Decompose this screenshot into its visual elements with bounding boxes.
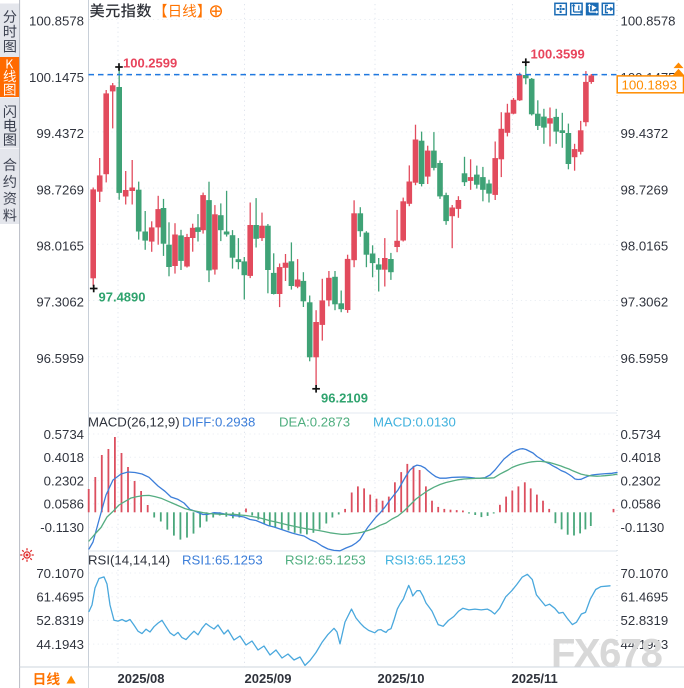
svg-text:98.7269: 98.7269 (36, 182, 84, 197)
svg-text:99.4372: 99.4372 (36, 126, 84, 141)
svg-text:52.8319: 52.8319 (36, 613, 84, 628)
svg-text:98.7269: 98.7269 (621, 182, 669, 197)
svg-text:-0.1130: -0.1130 (621, 520, 665, 535)
svg-text:97.3062: 97.3062 (36, 295, 84, 310)
svg-text:0.2302: 0.2302 (44, 473, 84, 488)
svg-text:96.5959: 96.5959 (621, 351, 669, 366)
svg-text:FX678: FX678 (551, 632, 663, 676)
svg-text:100.8578: 100.8578 (29, 14, 84, 29)
svg-text:52.8319: 52.8319 (621, 613, 669, 628)
svg-text:MACD(26,12,9): MACD(26,12,9) (88, 415, 180, 430)
svg-text:97.3062: 97.3062 (621, 295, 669, 310)
svg-text:MACD:0.0130: MACD:0.0130 (373, 415, 456, 430)
svg-text:70.1070: 70.1070 (621, 566, 669, 581)
svg-text:100.1475: 100.1475 (29, 70, 84, 85)
svg-text:RSI2:65.1253: RSI2:65.1253 (285, 553, 366, 568)
svg-text:70.1070: 70.1070 (36, 566, 84, 581)
svg-text:RSI1:65.1253: RSI1:65.1253 (182, 553, 263, 568)
svg-text:44.1943: 44.1943 (36, 637, 84, 652)
svg-text:DEA:0.2873: DEA:0.2873 (279, 415, 350, 430)
svg-text:-0.1130: -0.1130 (40, 520, 84, 535)
svg-text:99.4372: 99.4372 (621, 126, 669, 141)
svg-text:0.0586: 0.0586 (621, 497, 661, 512)
svg-text:100.1893: 100.1893 (622, 77, 677, 92)
svg-text:0.0586: 0.0586 (44, 497, 84, 512)
svg-text:44.1943: 44.1943 (621, 637, 669, 652)
svg-text:61.4695: 61.4695 (621, 590, 669, 605)
svg-text:DIFF:0.2938: DIFF:0.2938 (182, 415, 255, 430)
svg-text:98.0165: 98.0165 (36, 239, 84, 254)
svg-text:0.4018: 0.4018 (44, 450, 84, 465)
svg-text:97.4890: 97.4890 (99, 290, 146, 305)
svg-text:0.5734: 0.5734 (44, 427, 84, 442)
svg-text:0.4018: 0.4018 (621, 450, 661, 465)
svg-text:2025/09: 2025/09 (245, 671, 292, 686)
svg-text:100.2599: 100.2599 (123, 56, 177, 71)
svg-text:61.4695: 61.4695 (36, 590, 84, 605)
svg-text:2025/08: 2025/08 (118, 671, 165, 686)
svg-text:98.0165: 98.0165 (621, 239, 669, 254)
svg-text:100.3599: 100.3599 (531, 47, 585, 62)
svg-text:96.2109: 96.2109 (321, 391, 368, 406)
svg-text:96.5959: 96.5959 (36, 351, 84, 366)
svg-text:0.5734: 0.5734 (621, 427, 661, 442)
svg-text:RSI3:65.1253: RSI3:65.1253 (385, 553, 466, 568)
svg-text:0.2302: 0.2302 (621, 473, 661, 488)
svg-text:RSI(14,14,14): RSI(14,14,14) (88, 553, 170, 568)
svg-text:100.8578: 100.8578 (621, 14, 676, 29)
svg-text:2025/11: 2025/11 (512, 671, 558, 686)
svg-text:2025/10: 2025/10 (378, 671, 425, 686)
